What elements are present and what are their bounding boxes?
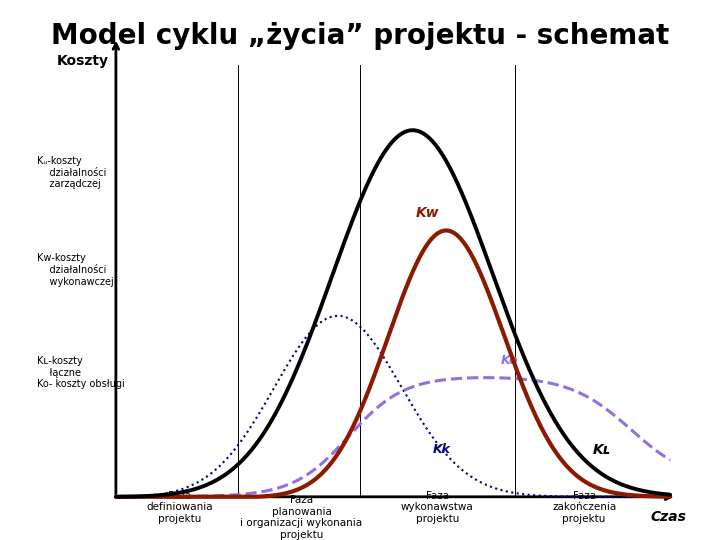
Text: Faza
wykonawstwa
projektu: Faza wykonawstwa projektu — [401, 491, 474, 524]
Text: Ko: Ko — [500, 354, 518, 367]
Text: Kᵤ-koszty
    działalności
    zarządczej: Kᵤ-koszty działalności zarządczej — [37, 156, 106, 190]
Text: Kw-koszty
    działalności
    wykonawczej: Kw-koszty działalności wykonawczej — [37, 253, 114, 287]
Text: Kʟ-koszty
    łączne
Ko- koszty obsługi: Kʟ-koszty łączne Ko- koszty obsługi — [37, 356, 125, 389]
Text: Faza
definiowania
projektu: Faza definiowania projektu — [146, 491, 213, 524]
Text: Koszty: Koszty — [57, 54, 109, 68]
Text: Model cyklu „życia” projektu - schemat: Model cyklu „życia” projektu - schemat — [51, 22, 669, 50]
Text: Kw: Kw — [416, 206, 440, 219]
Text: Faza
planowania
i organizacji wykonania
projektu: Faza planowania i organizacji wykonania … — [240, 495, 363, 540]
Text: Kk: Kk — [433, 443, 451, 456]
Text: Czas: Czas — [651, 510, 687, 524]
Text: Faza
zakończenia
projektu: Faza zakończenia projektu — [552, 491, 616, 524]
Text: Kʟ: Kʟ — [593, 443, 611, 457]
